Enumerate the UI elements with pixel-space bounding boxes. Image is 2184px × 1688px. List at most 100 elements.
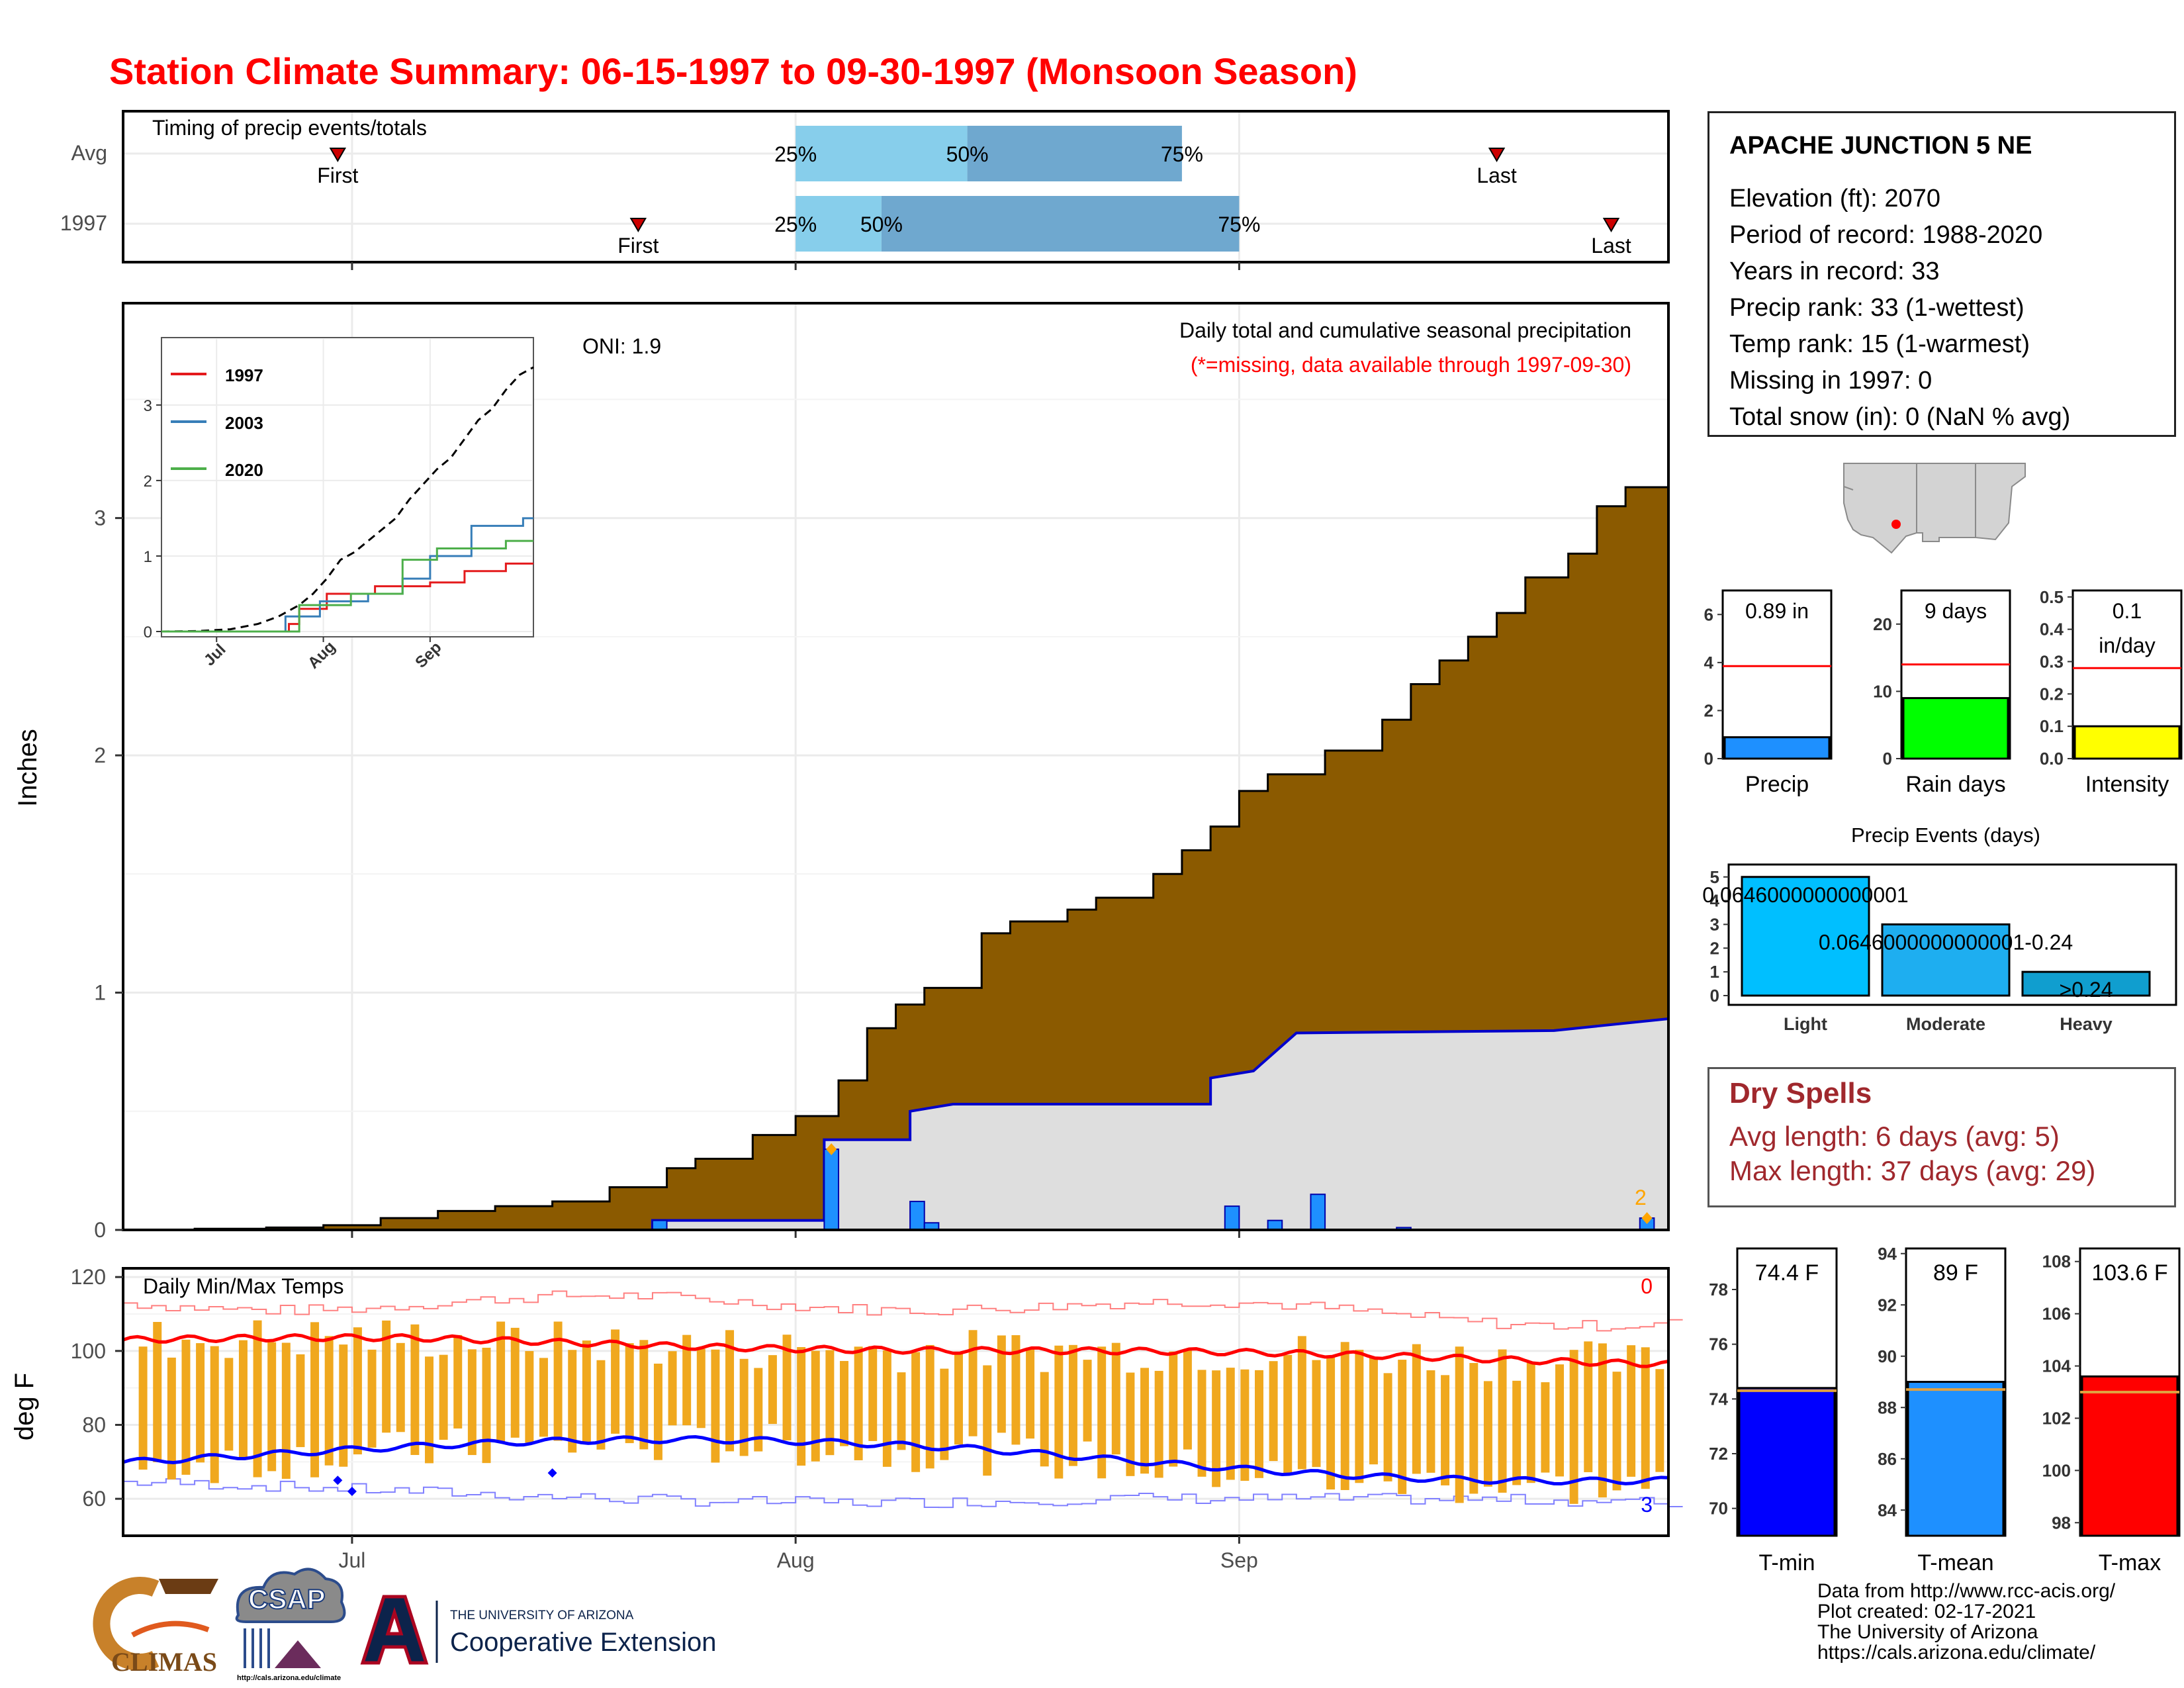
first-event-marker: [629, 218, 647, 232]
daily-temp-range-bar: [911, 1352, 921, 1472]
events-y-tick-label: 2: [1710, 938, 1719, 958]
temp-summary-charts: 74.4 F 70 72 74 76 78 T-min 89 F 84 86 88 90 92 94 T-m…: [1709, 1244, 2181, 1575]
daily-temp-range-bar: [882, 1350, 891, 1467]
tmax-y-tick-label: 100: [2042, 1460, 2071, 1480]
precip-events-content: 0 1 2 3 4 5 Light Moderate Heavy 0.06460000000000…: [1702, 867, 2151, 1034]
events-bar-moderate: [1881, 923, 2011, 997]
daily-temp-range-bar: [1011, 1335, 1021, 1445]
station-precip-rank: Precip rank: 33 (1-wettest): [1729, 294, 2025, 322]
csap-url-text: http://cals.arizona.edu/climate: [237, 1674, 341, 1682]
daily-temp-range-bar: [253, 1320, 262, 1477]
daily-temp-range-bar: [553, 1321, 563, 1441]
daily-temp-range-bar: [868, 1346, 878, 1441]
daily-temp-range-bar: [224, 1358, 234, 1451]
daily-temp-range-bar: [525, 1350, 534, 1443]
rain_days-axis-label: Rain days: [1905, 772, 2005, 797]
station-name: APACHE JUNCTION 5 NE: [1729, 132, 2032, 160]
inset-series-1997: [161, 562, 533, 633]
daily-temp-range-bar: [196, 1343, 205, 1463]
daily-temp-range-bar: [1140, 1368, 1150, 1474]
daily-precip-bar: [1267, 1219, 1283, 1231]
ua-block-a-icon: [360, 1595, 429, 1665]
daily-temp-range-bar: [1026, 1347, 1035, 1439]
daily-temp-range-bar: [1083, 1360, 1092, 1442]
daily-temp-range-bar: [1598, 1343, 1607, 1498]
dry-spells-box: Dry Spells Avg length: 6 days (avg: 5) M…: [1707, 1067, 2176, 1207]
temp-panel-bg: [123, 1268, 1668, 1536]
daily-temp-range-bar: [382, 1320, 391, 1433]
rain_days-y-tick-label: 20: [1873, 614, 1892, 634]
daily-temp-range-bar: [353, 1327, 362, 1455]
daily-temp-range-bar: [296, 1354, 305, 1448]
daily-temp-range-bar: [797, 1347, 806, 1466]
temp-y-label: deg F: [10, 1373, 39, 1440]
cumulative-1997-area: [123, 1018, 1668, 1230]
daily-temp-range-bar: [539, 1358, 548, 1437]
quartile-range-50-75: [967, 126, 1182, 181]
temp-content: [122, 1290, 1683, 1509]
tmin-value-label: 74.4 F: [1755, 1260, 1819, 1286]
station-marker: [1891, 520, 1901, 529]
daily-precip-bar: [909, 1200, 925, 1231]
daily-temp-range-bar: [1398, 1360, 1407, 1494]
record-high-count: 0: [1641, 1274, 1653, 1298]
record-low-marker: [547, 1468, 557, 1478]
daily-temp-range-bar: [1183, 1350, 1192, 1450]
daily-temp-range-bar: [1383, 1373, 1392, 1481]
temp-y-tick-label: 80: [82, 1413, 106, 1437]
daily-temp-range-bar: [1469, 1363, 1479, 1494]
daily-precip-bar: [651, 1219, 668, 1231]
precip-y-tick-label: 4: [1704, 653, 1714, 673]
quartile-range-25-50: [796, 196, 882, 252]
quantile-label: 75%: [1161, 142, 1203, 166]
daily-temp-range-bar: [425, 1356, 433, 1464]
intensity-y-tick-label: 0.1: [2040, 716, 2064, 736]
station-snow: Total snow (in): 0 (NaN % avg): [1729, 403, 2071, 431]
climas-sun-icon: [93, 1577, 159, 1671]
station-period: Period of record: 1988-2020: [1729, 221, 2043, 249]
daily-temp-range-bar: [1569, 1350, 1578, 1504]
intensity-y-tick-label: 0.3: [2040, 651, 2064, 671]
daily-temp-range-bar: [1197, 1370, 1206, 1477]
rain_days-value-label: 9 days: [1925, 599, 1987, 623]
daily-temp-range-bar: [1498, 1349, 1507, 1493]
intensity-y-tick-label: 0.4: [2040, 620, 2064, 639]
precip-y-tick-label: 0: [94, 1218, 106, 1242]
daily-temp-range-bar: [1226, 1368, 1235, 1480]
inset-series-2020: [161, 539, 533, 633]
tmean-axis-label: T-mean: [1917, 1550, 1993, 1575]
station-elevation: Elevation (ft): 2070: [1729, 185, 1940, 212]
daily-temp-range-bar: [739, 1358, 749, 1456]
legend-label-1997: 1997: [225, 365, 263, 385]
tmax-y-tick-label: 108: [2042, 1252, 2071, 1272]
daily-temp-range-bar: [639, 1340, 649, 1450]
first-event-marker: [329, 148, 347, 162]
daily-temp-range-bar: [1326, 1355, 1336, 1490]
tmean-y-tick-label: 90: [1878, 1346, 1897, 1366]
daily-temp-range-bar: [954, 1353, 963, 1445]
events-category-label: Light: [1784, 1014, 1827, 1034]
station-info-box: APACHE JUNCTION 5 NE Elevation (ft): 207…: [1707, 111, 2176, 437]
station-temp-rank: Temp rank: 15 (1-warmest): [1729, 330, 2030, 358]
daily-temp-range-bar: [768, 1355, 777, 1425]
credit-url: https://cals.arizona.edu/climate/: [1817, 1642, 2096, 1664]
daily-temp-range-bar: [840, 1360, 848, 1446]
tmin-y-tick-label: 76: [1709, 1335, 1728, 1354]
inset-average-line: [161, 366, 534, 633]
intensity-y-tick-label: 0.2: [2040, 684, 2064, 704]
daily-temp-range-bar: [1412, 1344, 1421, 1474]
daily-temp-range-bar: [582, 1340, 591, 1442]
temp-y-tick-label: 120: [71, 1265, 106, 1289]
last-event-marker: [1488, 148, 1506, 162]
events-y-tick-label: 4: [1710, 891, 1720, 911]
timing-title: Timing of precip events/totals: [152, 116, 427, 140]
daily-temp-range-bar: [1054, 1345, 1064, 1479]
daily-temp-range-bar: [711, 1349, 720, 1463]
daily-temp-range-bar: [510, 1327, 520, 1438]
daily-temp-range-bar: [1555, 1364, 1565, 1477]
timing-panel: 25% 50% 75% First Last 25% 50% 75% First Last Tim…: [60, 110, 1670, 1238]
temp-panel: 60 80 100 120 Jul Aug Sep deg F Daily Min/Max…: [10, 1265, 1683, 1572]
inset-y-tick-label: 1: [144, 548, 152, 566]
daily-temp-range-bar: [1097, 1346, 1107, 1479]
quantile-label: 75%: [1218, 212, 1260, 236]
